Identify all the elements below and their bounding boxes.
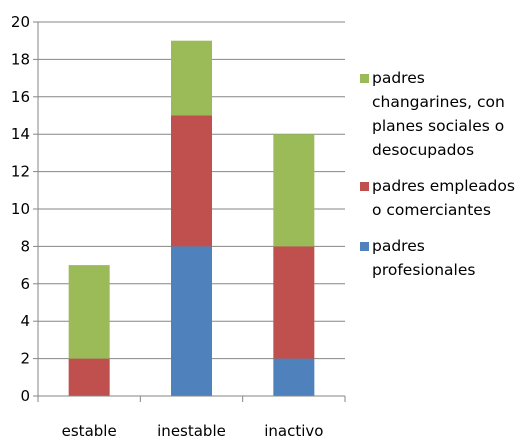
x-tick-label: estable [62, 422, 117, 440]
legend-label: padres profesionales [372, 237, 476, 279]
legend-item: padres profesionales [360, 234, 525, 282]
bar-estable-series-2 [68, 265, 110, 359]
x-tick-label: inactivo [264, 422, 323, 440]
y-tick-label: 18 [11, 50, 30, 68]
y-tick-label: 8 [20, 237, 30, 255]
bar-inactivo-series-0 [273, 358, 315, 396]
y-tick-label: 20 [11, 13, 30, 31]
bar-inestable-series-0 [171, 246, 212, 396]
legend-item: padres empleados o comerciantes [360, 174, 525, 222]
tick-labels: 0 2 4 6 8 10 12 14 16 18 20 estable inestable inactiv… [11, 13, 324, 440]
bar-estable-series-1 [68, 358, 110, 396]
x-tick-label: inestable [157, 422, 226, 440]
y-tick-label: 14 [11, 125, 30, 143]
bar-inestable-series-2 [171, 40, 212, 116]
bar-inactivo-series-1 [273, 246, 315, 359]
bar-inestable-series-1 [171, 115, 212, 247]
y-tick-label: 2 [20, 350, 30, 368]
legend-swatch [360, 242, 369, 251]
bar-inactivo-series-2 [273, 134, 315, 247]
y-tick-label: 10 [11, 200, 30, 218]
bars [68, 40, 315, 396]
legend: padres changarines, con planes sociales … [360, 66, 525, 294]
legend-swatch [360, 182, 369, 191]
axes [33, 21, 346, 402]
y-tick-label: 4 [20, 312, 30, 330]
y-tick-label: 12 [11, 163, 30, 181]
y-tick-label: 0 [20, 387, 30, 405]
legend-label: padres empleados o comerciantes [372, 177, 515, 219]
y-tick-label: 6 [20, 275, 30, 293]
legend-swatch [360, 74, 369, 83]
y-tick-label: 16 [11, 88, 30, 106]
legend-item: padres changarines, con planes sociales … [360, 66, 525, 162]
legend-label: padres changarines, con planes sociales … [372, 69, 505, 159]
